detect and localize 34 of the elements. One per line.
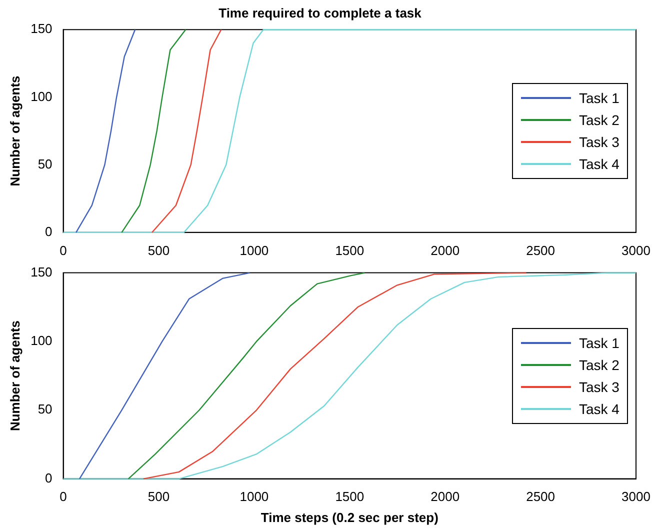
x-tick-label: 2500 (526, 242, 556, 258)
x-tick-label: 1500 (335, 242, 364, 258)
y-tick-label: 50 (38, 156, 52, 172)
x-tick-label: 2500 (526, 489, 556, 504)
y-axis-title: Number of agents (7, 320, 22, 432)
legend-label: Task 4 (579, 156, 620, 172)
x-tick-label: 2000 (430, 242, 460, 258)
x-axis-title: Time steps (0.2 sec per step) (260, 510, 438, 525)
x-tick-label: 2000 (430, 489, 460, 504)
y-tick-label: 0 (45, 470, 52, 486)
x-tick-label: 1000 (240, 242, 269, 258)
legend-label: Task 3 (579, 134, 620, 150)
x-tick-label: 1500 (335, 489, 364, 504)
y-tick-label: 0 (45, 224, 52, 239)
x-tick-label: 500 (148, 489, 170, 504)
y-tick-label: 100 (30, 88, 52, 104)
legend-label: Task 4 (579, 400, 620, 417)
y-tick-label: 150 (30, 264, 52, 280)
x-tick-label: 0 (60, 489, 67, 504)
legend-label: Task 1 (579, 334, 620, 351)
x-tick-label: 3000 (622, 489, 650, 504)
legend-label: Task 2 (579, 356, 620, 373)
y-tick-label: 50 (38, 402, 52, 417)
y-tick-label: 100 (30, 333, 52, 348)
legend-label: Task 1 (579, 90, 620, 106)
legend-label: Task 2 (579, 112, 620, 128)
x-tick-label: 3000 (622, 242, 650, 258)
legend-label: Task 3 (579, 378, 620, 395)
x-tick-label: 0 (60, 242, 67, 258)
y-axis-title: Number of agents (7, 76, 22, 186)
x-tick-label: 500 (148, 242, 170, 258)
chart-title: Time required to complete a task (218, 5, 422, 20)
y-tick-label: 150 (30, 21, 52, 36)
x-tick-label: 1000 (240, 489, 269, 504)
